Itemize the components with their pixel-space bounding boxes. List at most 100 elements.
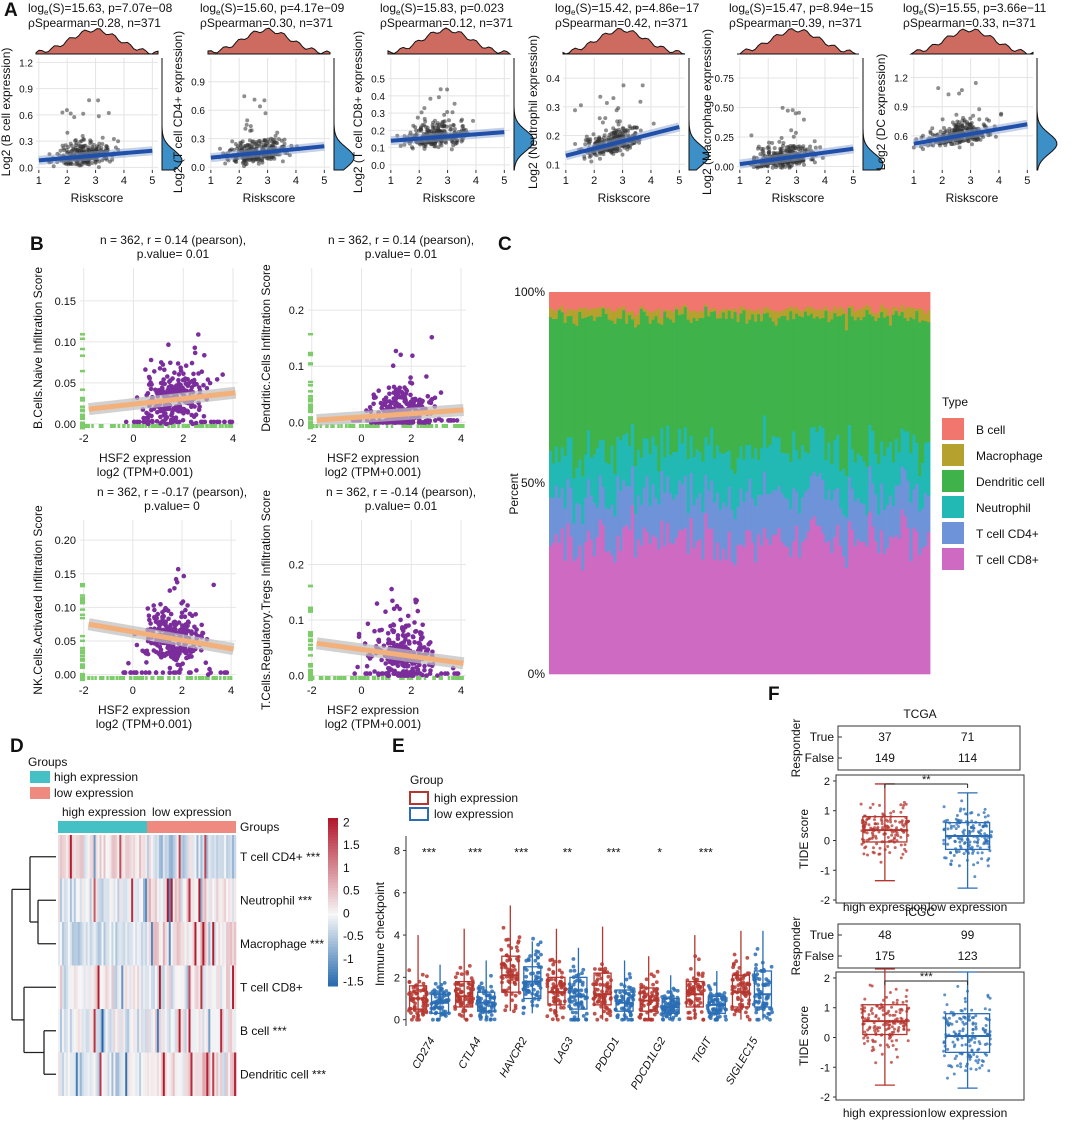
heatmap-cell — [147, 965, 150, 1009]
stacked-bar-segment — [724, 506, 729, 560]
heatmap-cell — [127, 922, 130, 966]
data-point — [598, 94, 603, 99]
x-tick-label: 0 — [358, 685, 364, 697]
stacked-bar-segment — [675, 292, 679, 307]
stacked-bar-segment — [900, 304, 905, 313]
heatmap-cell — [182, 1009, 185, 1053]
heatmap-cell — [107, 1052, 110, 1096]
heatmap-cell — [174, 878, 177, 922]
heatmap-cell — [67, 922, 71, 966]
stacked-bar-segment — [733, 308, 737, 313]
stacked-bar-segment — [748, 292, 752, 310]
stacked-bar-segment — [815, 525, 820, 675]
stacked-bar-segment — [748, 444, 752, 480]
heatmap-cell — [131, 965, 134, 1009]
data-point — [252, 97, 257, 102]
stacked-bar-segment — [575, 502, 579, 559]
stacked-bar-segment — [853, 501, 858, 547]
stacked-bar-segment — [792, 309, 796, 320]
heatmap-cell — [89, 965, 92, 1009]
y-tick-label: 0.0 — [191, 163, 205, 174]
data-point — [402, 394, 407, 400]
heatmap-cell — [61, 922, 65, 966]
heatmap-cell — [133, 922, 136, 966]
data-point — [243, 126, 248, 131]
data-point — [959, 88, 964, 93]
data-point — [152, 369, 157, 374]
stacked-bar-segment — [566, 437, 570, 480]
stacked-bar-segment — [666, 292, 670, 311]
heatmap-cell — [121, 965, 124, 1009]
stacked-bar-segment — [663, 292, 667, 310]
stacked-bar-segment — [900, 292, 905, 306]
heatmap-cell — [192, 1052, 195, 1096]
plot-area — [388, 58, 510, 170]
stat-prefix: log — [380, 1, 396, 15]
heatmap-cell — [226, 878, 229, 922]
stacked-bar-segment — [868, 511, 872, 675]
stacked-bar-segment — [595, 292, 600, 309]
stacked-bar-segment — [636, 495, 641, 540]
heatmap-cell — [127, 1052, 130, 1096]
stacked-bar-segment — [760, 313, 764, 322]
data-point — [391, 606, 397, 612]
heatmap-cell — [105, 965, 108, 1009]
data-point — [420, 622, 426, 628]
y-tick-label: 0.10 — [55, 337, 76, 349]
heatmap-cell — [105, 1009, 108, 1053]
data-point — [148, 621, 153, 626]
heatmap-cell — [135, 922, 138, 966]
heatmap-cell — [204, 1009, 207, 1053]
stacked-bar-segment — [657, 323, 661, 472]
data-point — [378, 400, 384, 406]
heatmap-cell — [71, 835, 75, 879]
heatmap-cell — [133, 878, 136, 922]
stacked-bar-segment — [628, 292, 632, 313]
data-point — [611, 96, 616, 101]
y-tick-label: 0.6 — [894, 132, 908, 143]
data-point — [223, 161, 228, 166]
heatmap-cell — [214, 922, 217, 966]
data-point — [64, 108, 69, 113]
y-axis-label: NK.Cells.Activated Infiltration Score — [31, 505, 45, 695]
stacked-bar-segment — [748, 479, 752, 531]
heatmap-cell — [83, 922, 86, 966]
stacked-bar-segment — [888, 536, 893, 675]
stacked-bar-segment — [654, 316, 658, 446]
heatmap-cell — [230, 922, 233, 966]
stacked-bar-segment — [795, 292, 799, 308]
heatmap-cell — [107, 1009, 110, 1053]
heatmap-cell — [105, 1052, 108, 1096]
heatmap-cell — [141, 922, 144, 966]
data-point — [445, 671, 450, 676]
heatmap-cell — [178, 878, 181, 922]
stacked-bar-segment — [689, 473, 694, 519]
heatmap-cell — [234, 835, 237, 879]
heatmap-cell — [75, 922, 79, 966]
stacked-bar-segment — [584, 454, 588, 499]
stacked-bar-segment — [695, 498, 699, 542]
y-tick-label: 0.6 — [191, 106, 205, 117]
data-point — [177, 670, 182, 675]
stacked-bar-segment — [751, 498, 755, 543]
data-point — [386, 385, 392, 391]
data-point — [428, 398, 434, 403]
stacked-bar-segment — [701, 311, 705, 319]
heatmap-cell — [218, 835, 221, 879]
stacked-bar-segment — [642, 292, 647, 310]
heatmap-cell — [139, 835, 142, 879]
heatmap-cell — [141, 835, 144, 879]
stacked-bar-segment — [581, 476, 585, 525]
stacked-bar-segment — [894, 485, 899, 536]
heatmap-cell — [143, 835, 146, 879]
data-point — [180, 377, 186, 383]
stacked-bar-segment — [801, 311, 805, 318]
stacked-bar-segment — [865, 292, 869, 306]
y-tick-label: 0.1 — [546, 160, 560, 171]
heatmap-cell — [71, 878, 75, 922]
heatmap-cell — [87, 922, 90, 966]
heatmap-cell — [97, 1009, 100, 1053]
heatmap-cell — [91, 1052, 94, 1096]
heatmap-cell — [200, 922, 203, 966]
